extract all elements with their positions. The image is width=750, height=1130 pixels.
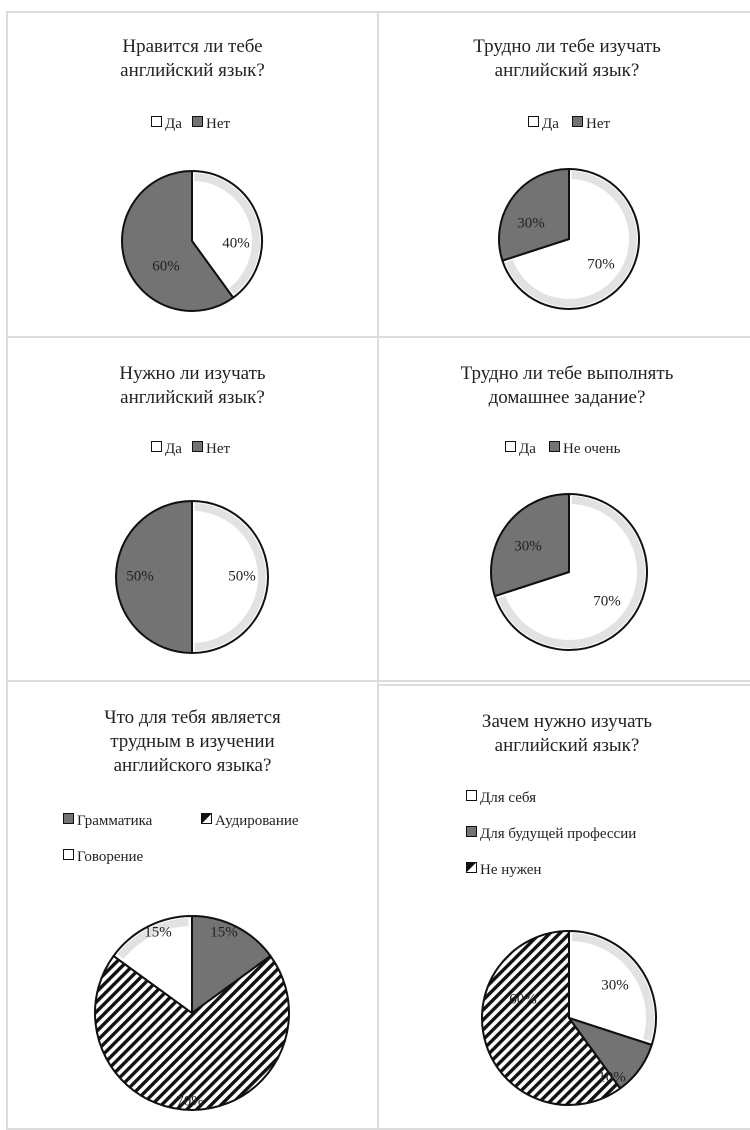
chart-title: Нравится ли тебе английский язык? [120, 36, 265, 81]
pie-slice-1 [568, 930, 657, 1046]
chart-frame-4 [377, 336, 750, 682]
legend-label: Нет [586, 116, 611, 132]
pie-chart: 70% 30% [490, 493, 648, 651]
pie-chart: 15% 70% 15% [94, 915, 290, 1112]
legend-item: Нет [572, 115, 610, 133]
chart-5: Что для тебя является трудным в изучении… [8, 682, 377, 1114]
legend-label: Не очень [563, 441, 621, 457]
data-label: 30% [601, 977, 629, 993]
legend-item: Не нужен [466, 861, 541, 879]
chart-4: Трудно ли тебе выполнять домашнее задани… [379, 338, 750, 680]
legend-item: Да [505, 440, 536, 458]
legend-item: Да [528, 115, 559, 133]
legend-label: Грамматика [77, 813, 153, 829]
legend-swatch [466, 862, 477, 873]
legend-label: Да [165, 116, 182, 132]
data-label: 10% [598, 1069, 626, 1085]
slice-shade [572, 933, 654, 1042]
pie-slice-1 [501, 168, 641, 310]
legend-swatch [192, 441, 203, 452]
legend-swatch [151, 116, 162, 127]
pie-slice-2 [94, 954, 290, 1112]
legend-swatch [63, 849, 74, 860]
legend-swatch [192, 116, 203, 127]
data-label: 60% [509, 991, 537, 1007]
data-label: 60% [152, 258, 180, 274]
legend-swatch [505, 441, 516, 452]
legend-item: Да [151, 115, 182, 133]
legend-item: Аудирование [201, 812, 299, 830]
pie-slice-3 [480, 930, 622, 1106]
legend-label: Аудирование [215, 813, 299, 829]
chart-1: Нравится ли тебе английский язык? Да Нет… [8, 13, 377, 336]
pie-chart: 30% 10% 60% [480, 930, 657, 1106]
legend-label: Да [519, 441, 536, 457]
pie-chart: 40% 60% [121, 170, 263, 312]
legend-label: Не нужен [480, 862, 542, 878]
slice-shade [497, 496, 645, 648]
slice-shade [117, 918, 189, 960]
legend-item: Для себя [466, 789, 536, 807]
legend-label: Нет [206, 116, 231, 132]
chart-title: Нужно ли изучать английский язык? [119, 363, 266, 408]
data-label: 15% [210, 924, 238, 940]
legend-swatch [528, 116, 539, 127]
pie-chart: 70% 30% [498, 168, 641, 310]
pie-slice-2 [121, 170, 235, 312]
legend-swatch [151, 441, 162, 452]
slice-shade [194, 503, 266, 651]
legend-label: Да [542, 116, 559, 132]
legend-label: Для себя [480, 790, 537, 806]
slice-shade [505, 171, 637, 307]
chart-6: Зачем нужно изучать английский язык? Для… [379, 686, 750, 1114]
pie-slice-2 [490, 493, 570, 598]
data-label: 30% [514, 538, 542, 554]
pie-chart: 50% 50% [115, 500, 269, 654]
legend-item: Нет [192, 115, 230, 133]
legend-item: Не очень [549, 440, 620, 458]
pie-slice-2 [498, 168, 570, 262]
chart-title: Трудно ли тебе изучать английский язык? [473, 36, 661, 81]
pie-slice-2 [115, 500, 193, 654]
legend-swatch [549, 441, 560, 452]
data-label: 15% [144, 924, 172, 940]
data-label: 50% [228, 568, 256, 584]
chart-3: Нужно ли изучать английский язык? Да Нет… [8, 338, 377, 680]
legend-item: Грамматика [63, 812, 152, 830]
legend-item: Говорение [63, 848, 143, 866]
data-label: 50% [126, 568, 154, 584]
legend-item: Нет [192, 440, 230, 458]
legend-swatch [466, 826, 477, 837]
data-label: 40% [222, 235, 250, 251]
legend-label: Нет [206, 441, 231, 457]
pie-slice-1 [493, 493, 648, 651]
legend-swatch [63, 813, 74, 824]
legend-swatch [572, 116, 583, 127]
legend-swatch [201, 813, 212, 824]
chart-title: Трудно ли тебе выполнять домашнее задани… [460, 363, 674, 408]
chart-title: Что для тебя является трудным в изучении… [104, 707, 281, 776]
pie-slice-1 [191, 915, 272, 1014]
legend-label: Говорение [77, 849, 144, 865]
legend-label: Да [165, 441, 182, 457]
legend-item: Для будущей профессии [466, 825, 636, 843]
chart-title: Зачем нужно изучать английский язык? [481, 711, 653, 756]
legend-label: Для будущей профессии [480, 826, 637, 842]
data-label: 70% [587, 256, 615, 272]
slice-shade [194, 173, 260, 295]
chart-2: Трудно ли тебе изучать английский язык? … [379, 13, 750, 336]
data-label: 30% [517, 215, 545, 231]
legend-item: Да [151, 440, 182, 458]
data-label: 70% [176, 1093, 204, 1109]
data-label: 70% [593, 593, 621, 609]
legend-swatch [466, 790, 477, 801]
